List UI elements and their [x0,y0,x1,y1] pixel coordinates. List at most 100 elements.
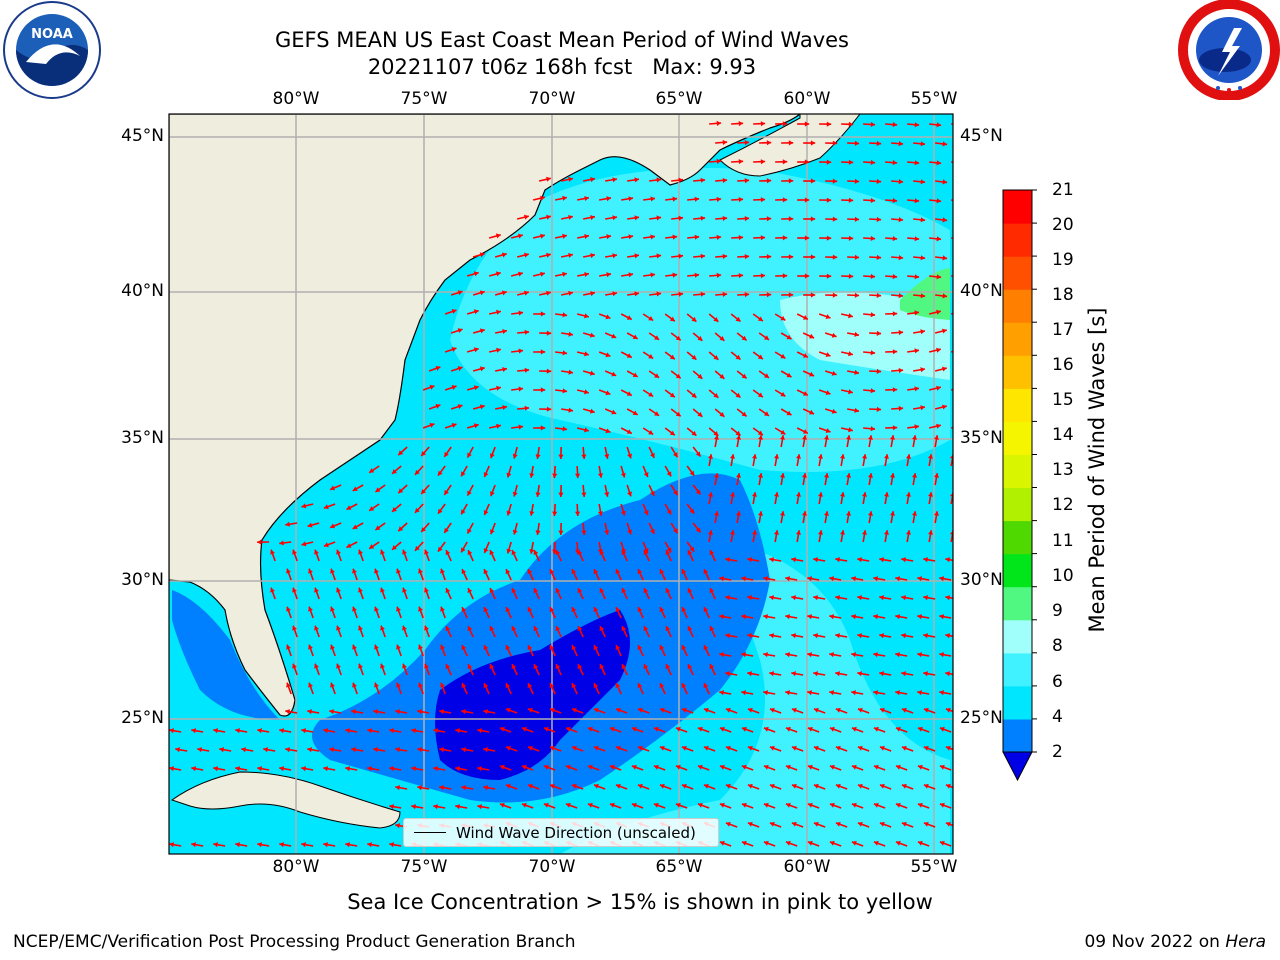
direction-arrow-head [621,664,627,670]
direction-arrow-head [936,160,942,166]
direction-arrow-head [876,292,882,298]
colorbar-band [1003,553,1032,588]
colorbar-tick-label: 15 [1052,390,1074,410]
direction-arrow-head [747,707,753,713]
direction-arrow-head [879,821,885,827]
direction-arrow-head [785,614,790,620]
direction-arrow-head [424,587,429,593]
direction-arrow-head [945,595,950,601]
direction-arrow-head [367,766,372,772]
direction-arrow-head [511,588,517,594]
direction-arrow-head [527,683,533,689]
direction-arrow-head [791,557,796,563]
direction-arrow-head [757,316,763,322]
colorbar-tick-label: 12 [1052,495,1074,515]
direction-arrow-head [529,473,535,478]
direction-arrow-head [813,671,818,677]
direction-arrow-head [813,633,818,639]
direction-arrow-head [914,348,919,354]
direction-arrow-head [914,160,920,166]
direction-arrow-head [643,510,649,516]
direction-arrow-head [810,178,816,184]
colorbar-band [1003,586,1032,621]
direction-arrow-head [375,487,381,492]
direction-arrow-head [835,671,840,677]
lat-label-right: 25°N [960,708,1003,728]
direction-arrow-head [964,366,969,371]
direction-arrow-head [890,435,895,440]
direction-arrow-head [780,435,785,440]
direction-arrow-head [826,235,832,241]
colorbar-band [1003,421,1032,455]
direction-arrow-head [923,745,929,751]
direction-arrow-head [942,404,947,410]
direction-arrow-head [813,821,819,827]
direction-arrow-head [540,349,546,355]
direction-arrow-head [606,196,611,202]
direction-arrow-head [691,354,697,360]
direction-arrow-head [518,233,523,239]
direction-arrow-head [810,140,816,146]
direction-arrow-head [914,236,920,242]
direction-arrow-head [912,511,917,516]
direction-arrow-head [719,726,725,732]
direction-arrow-head [788,292,794,298]
direction-arrow-head [879,671,884,677]
lat-label-left: 25°N [121,708,164,728]
direction-arrow-head [323,542,329,548]
direction-arrow-head [440,682,445,688]
direction-arrow-head [895,652,900,658]
direction-arrow-head [505,645,511,651]
direction-arrow-head [444,451,449,457]
direction-arrow-head [697,335,703,341]
direction-arrow-head [521,726,527,732]
direction-arrow-head [380,663,385,669]
direction-arrow-head [581,530,587,535]
direction-arrow-head [738,235,744,241]
direction-arrow-head [483,709,488,715]
direction-arrow-head [546,406,552,412]
direction-arrow-head [654,411,660,416]
direction-arrow-head [810,216,816,222]
direction-arrow-head [549,783,555,789]
direction-arrow-head [709,588,715,594]
direction-arrow-head [631,764,637,770]
direction-arrow-head [802,473,807,478]
direction-arrow-head [687,550,693,556]
direction-arrow-head [854,140,860,146]
direction-arrow-head [615,607,621,613]
direction-arrow-head [810,292,816,298]
direction-arrow-head [791,671,796,677]
direction-arrow-head [621,588,627,594]
direction-arrow-head [451,423,457,428]
colorbar-band [1003,652,1032,687]
direction-arrow-head [928,454,933,459]
direction-arrow-head [654,335,660,340]
direction-arrow-head [587,726,593,732]
direction-arrow-head [549,683,555,689]
direction-arrow-head [766,292,772,298]
direction-arrow-head [323,842,328,848]
direction-arrow-head [389,842,394,848]
direction-arrow-head [747,783,753,789]
direction-arrow-head [518,271,523,277]
direction-arrow-head [782,159,788,165]
direction-arrow-head [835,633,840,639]
direction-arrow-head [533,664,539,670]
direction-arrow-head [917,840,923,846]
direction-arrow-head [461,785,466,791]
direction-arrow-head [675,335,681,341]
direction-arrow-head [791,745,797,751]
direction-arrow-head [942,293,948,299]
direction-arrow-head [700,177,706,183]
direction-arrow-head [489,550,495,556]
direction-arrow-head [936,423,941,429]
direction-arrow-head [804,235,810,241]
direction-arrow-head [678,215,684,221]
colorbar-tick-label: 19 [1052,250,1074,270]
direction-arrow-head [421,527,426,532]
direction-arrow-head [697,411,703,417]
direction-arrow-head [411,728,416,734]
direction-arrow-head [892,160,898,166]
direction-arrow-head [757,392,763,398]
